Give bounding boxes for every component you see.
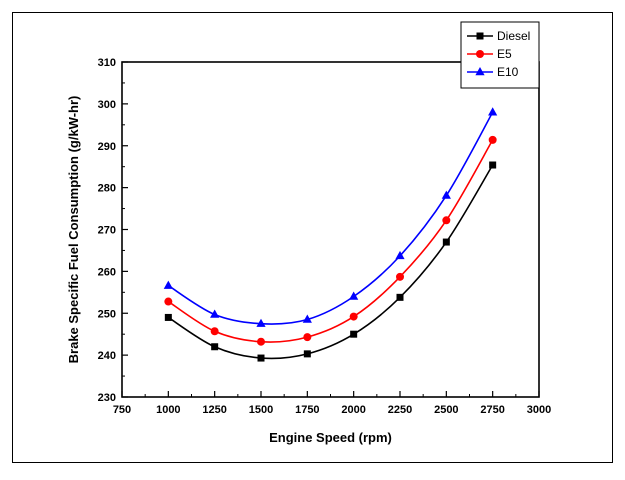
data-point-diesel xyxy=(257,354,265,362)
data-point-diesel xyxy=(303,350,311,358)
data-point-e5 xyxy=(349,312,358,321)
x-tick-label: 2250 xyxy=(388,404,412,416)
data-point-diesel xyxy=(211,343,219,351)
y-tick-label: 280 xyxy=(98,183,116,195)
series-diesel xyxy=(164,161,497,362)
legend: Diesel E5 E10 xyxy=(460,21,540,89)
legend-label-diesel: Diesel xyxy=(497,29,530,43)
x-axis-title: Engine Speed (rpm) xyxy=(269,430,392,445)
data-point-e10 xyxy=(302,314,312,323)
data-point-e5 xyxy=(396,272,404,281)
legend-marker-e10 xyxy=(475,67,485,76)
data-point-e5 xyxy=(210,327,219,336)
data-point-diesel xyxy=(396,293,404,301)
data-point-e10 xyxy=(256,318,266,327)
data-point-e10 xyxy=(395,250,405,260)
x-tick-label: 1000 xyxy=(156,404,180,416)
outer-border xyxy=(12,12,613,463)
x-tick-label: 2750 xyxy=(480,404,504,416)
y-tick-label: 260 xyxy=(98,266,116,278)
x-tick-label: 750 xyxy=(113,404,131,416)
y-tick-label: 270 xyxy=(98,225,116,237)
legend-label-e10: E10 xyxy=(497,65,519,79)
legend-marker-diesel xyxy=(476,32,484,40)
y-tick-label: 310 xyxy=(98,57,116,69)
x-tick-label: 2000 xyxy=(341,404,365,416)
data-point-diesel xyxy=(442,238,450,246)
data-point-diesel xyxy=(164,313,172,321)
y-tick-label: 230 xyxy=(98,392,116,404)
data-point-e10 xyxy=(163,280,173,289)
data-point-diesel xyxy=(489,161,497,169)
y-axis-title: Brake Specific Fuel Consumption (g/kW-hr… xyxy=(66,96,81,364)
plot-area-border xyxy=(121,61,540,398)
data-point-e5 xyxy=(303,333,312,342)
series-e5 xyxy=(164,135,497,346)
y-tick-label: 250 xyxy=(98,308,116,320)
data-point-diesel xyxy=(350,330,358,338)
y-tick-label: 290 xyxy=(98,141,116,153)
data-point-e10 xyxy=(488,107,498,116)
y-tick-label: 300 xyxy=(98,99,116,111)
data-point-e10 xyxy=(349,291,359,300)
y-tick-label: 240 xyxy=(98,350,116,362)
x-tick-label: 1250 xyxy=(202,404,226,416)
data-point-e10 xyxy=(210,309,220,318)
legend-marker-e5 xyxy=(476,50,484,58)
x-tick-label: 1750 xyxy=(295,404,319,416)
x-tick-label: 2500 xyxy=(434,404,458,416)
legend-box xyxy=(460,21,540,89)
data-point-e5 xyxy=(442,216,451,225)
x-tick-label: 3000 xyxy=(527,404,551,416)
data-point-e5 xyxy=(257,337,265,346)
tick-labels: 750 1000 1250 1500 1750 2000 2250 2500 2750 3000 2… xyxy=(98,57,552,416)
data-point-e10 xyxy=(441,190,451,199)
series-layer xyxy=(163,107,498,362)
series-e10 xyxy=(163,107,498,327)
legend-label-e5: E5 xyxy=(497,47,512,61)
data-point-e5 xyxy=(164,297,173,306)
x-tick-label: 1500 xyxy=(249,404,273,416)
data-point-e5 xyxy=(488,135,497,144)
